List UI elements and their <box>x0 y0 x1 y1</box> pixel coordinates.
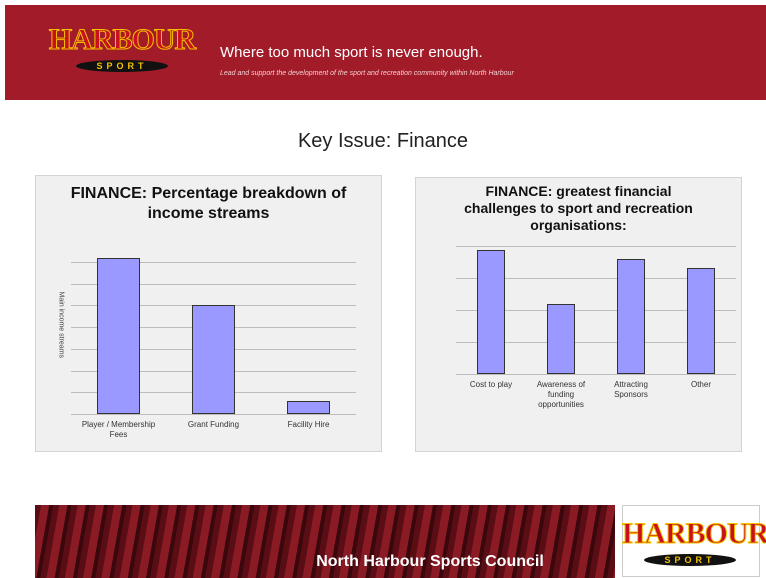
chart-title: FINANCE: greatest financial challenges t… <box>464 183 693 233</box>
bar <box>547 303 575 374</box>
grid-line <box>71 283 356 285</box>
y-axis-label: Main income streams <box>57 291 65 358</box>
logo-name: HARBOUR <box>48 23 196 56</box>
chart-title: FINANCE: Percentage breakdown of income … <box>70 185 347 222</box>
x-tick-label: Player / Membership Fees <box>81 420 156 439</box>
x-tick-label: Attracting Sponsors <box>614 380 648 399</box>
header-logo: HARBOUR SPORT <box>42 23 202 74</box>
grid-line <box>71 261 356 263</box>
logo-name: HARBOUR <box>622 517 766 550</box>
x-tick-label: Awareness of funding opportunities <box>536 380 586 409</box>
x-tick-label: Cost to play <box>469 380 513 389</box>
grid-line <box>71 414 356 415</box>
bar <box>477 250 505 374</box>
grid-line <box>456 246 736 247</box>
bar <box>192 305 235 414</box>
x-tick-label: Other <box>690 380 711 389</box>
slide-title: Key Issue: Finance <box>297 130 469 152</box>
grid-line <box>456 310 736 311</box>
x-tick-label: Grant Funding <box>187 420 240 429</box>
bar <box>287 400 330 414</box>
header-band <box>5 5 766 100</box>
footer-logo: HARBOUR SPORT <box>622 517 766 568</box>
logo-sub: SPORT <box>76 60 168 72</box>
tagline: Where too much sport is never enough. <box>220 44 483 61</box>
bar <box>687 268 715 374</box>
bar <box>97 257 140 414</box>
chart-panel: FINANCE: Percentage breakdown of income … <box>35 175 382 452</box>
grid-line <box>456 278 736 279</box>
footer-text: North Harbour Sports Council <box>316 553 544 570</box>
bar <box>617 259 645 374</box>
chart-panel: FINANCE: greatest financial challenges t… <box>415 177 742 452</box>
logo-sub: SPORT <box>644 554 736 566</box>
footer-band <box>35 505 615 578</box>
grid-line <box>456 342 736 343</box>
x-tick-label: Facility Hire <box>287 420 330 429</box>
grid-line <box>456 374 736 375</box>
subline: Lead and support the development of the … <box>220 70 514 77</box>
